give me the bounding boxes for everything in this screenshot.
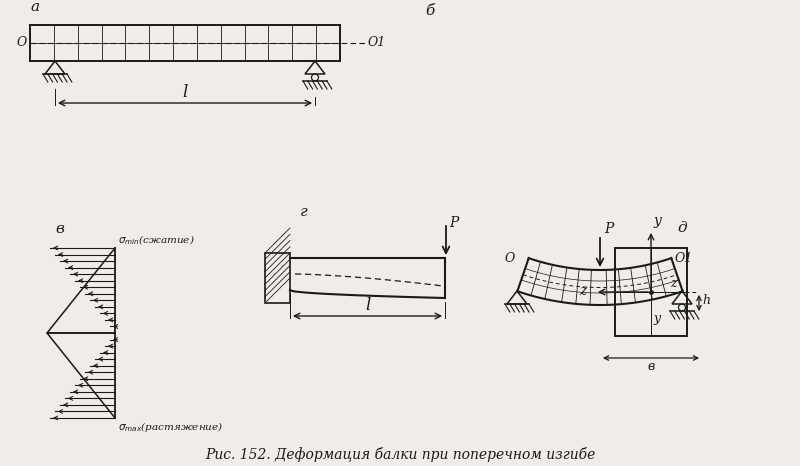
Text: l: l bbox=[365, 297, 370, 314]
Text: в: в bbox=[647, 360, 654, 373]
Text: в: в bbox=[55, 222, 64, 236]
Text: P: P bbox=[449, 216, 458, 230]
Text: y: y bbox=[654, 214, 662, 228]
Bar bbox=[615, 248, 687, 336]
Text: O1: O1 bbox=[674, 252, 693, 265]
Text: б: б bbox=[425, 4, 434, 18]
Text: д: д bbox=[677, 221, 686, 235]
Text: $\sigma_{max}$(растяжение): $\sigma_{max}$(растяжение) bbox=[118, 420, 223, 434]
Text: P: P bbox=[604, 222, 614, 236]
Text: O: O bbox=[17, 35, 27, 48]
Text: O1: O1 bbox=[368, 35, 386, 48]
Text: z: z bbox=[670, 277, 676, 290]
Text: h: h bbox=[702, 295, 710, 308]
Bar bbox=[265, 253, 290, 303]
Text: y: y bbox=[653, 312, 660, 325]
Text: г: г bbox=[300, 205, 308, 219]
Text: а: а bbox=[30, 0, 39, 14]
Text: O: O bbox=[505, 252, 514, 265]
Text: Рис. 152. Деформация балки при поперечном изгибе: Рис. 152. Деформация балки при поперечно… bbox=[205, 447, 595, 462]
Text: z: z bbox=[579, 284, 586, 298]
Text: $\sigma_{min}$(сжатие): $\sigma_{min}$(сжатие) bbox=[118, 233, 194, 247]
Text: l: l bbox=[182, 84, 188, 101]
